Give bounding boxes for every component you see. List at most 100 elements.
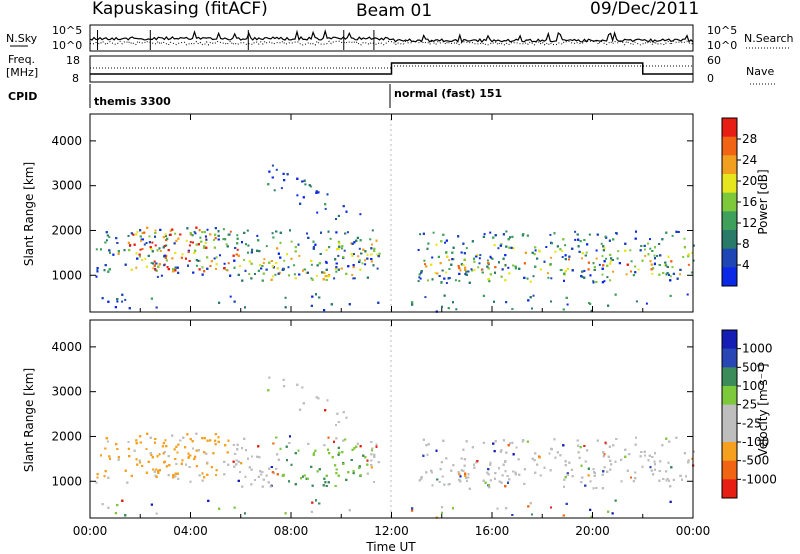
heatmap-cell	[203, 246, 205, 249]
heatmap-cell	[499, 244, 502, 247]
nave-label: Nave	[746, 65, 774, 78]
heatmap-cell	[311, 278, 314, 281]
heatmap-cell	[241, 447, 243, 450]
heatmap-cell	[556, 451, 559, 454]
heatmap-cell	[164, 257, 167, 259]
heatmap-cell	[357, 255, 360, 258]
heatmap-cell	[377, 301, 380, 304]
heatmap-cell	[337, 254, 340, 257]
heatmap-cell	[342, 439, 345, 442]
heatmap-cell	[318, 296, 321, 299]
heatmap-cell	[267, 389, 270, 392]
heatmap-cell	[177, 237, 180, 240]
heatmap-cell	[512, 470, 515, 473]
heatmap-cell	[117, 456, 120, 459]
heatmap-cell	[658, 479, 661, 482]
y-tick-label: 3000	[51, 385, 82, 399]
heatmap-cell	[691, 251, 694, 254]
heatmap-cell	[683, 246, 686, 249]
heatmap-cell	[169, 229, 172, 232]
heatmap-cell	[601, 273, 604, 276]
heatmap-cell	[370, 466, 373, 469]
heatmap-cell	[618, 262, 621, 265]
heatmap-cell	[130, 268, 133, 271]
heatmap-cell	[595, 257, 598, 260]
heatmap-cell	[124, 263, 127, 266]
heatmap-cell	[487, 278, 490, 281]
heatmap-cell	[668, 479, 670, 482]
colorbar-tick-label: 500	[742, 360, 765, 374]
heatmap-cell	[369, 238, 372, 241]
heatmap-cell	[188, 244, 191, 247]
heatmap-cell	[214, 237, 217, 240]
heatmap-cell	[274, 273, 277, 276]
heatmap-cell	[364, 259, 366, 262]
heatmap-cell	[436, 272, 439, 275]
heatmap-cell	[607, 510, 610, 513]
heatmap-cell	[299, 408, 302, 411]
heatmap-cell	[564, 258, 567, 261]
heatmap-cell	[140, 238, 143, 241]
heatmap-cell	[378, 252, 381, 255]
heatmap-cell	[443, 483, 446, 486]
heatmap-cell	[602, 245, 605, 248]
heatmap-cell	[550, 242, 553, 245]
heatmap-cell	[219, 254, 221, 257]
heatmap-cell	[578, 250, 581, 253]
heatmap-cell	[316, 470, 319, 473]
heatmap-cell	[420, 476, 423, 478]
heatmap-cell	[279, 241, 282, 244]
heatmap-cell	[438, 481, 441, 483]
heatmap-cell	[333, 277, 336, 280]
heatmap-cell	[147, 460, 150, 463]
heatmap-cell	[593, 475, 596, 477]
heatmap-cell	[284, 296, 287, 299]
heatmap-cell	[517, 458, 520, 461]
heatmap-cell	[500, 275, 503, 278]
heatmap-cell	[445, 271, 448, 274]
heatmap-cell	[464, 273, 467, 275]
heatmap-cell	[504, 254, 507, 257]
heatmap-cell	[489, 231, 492, 234]
heatmap-cell	[445, 457, 448, 460]
heatmap-cell	[215, 469, 218, 472]
heatmap-cell	[161, 445, 164, 448]
heatmap-cell	[532, 294, 535, 297]
nave-tick-top: 60	[707, 54, 721, 67]
heatmap-cell	[425, 265, 428, 268]
heatmap-cell	[174, 472, 177, 475]
heatmap-cell	[340, 247, 343, 250]
heatmap-cell	[257, 269, 260, 272]
heatmap-cell	[420, 270, 423, 272]
heatmap-cell	[311, 295, 314, 298]
heatmap-cell	[250, 277, 253, 280]
heatmap-cell	[258, 250, 261, 253]
heatmap-cell	[320, 231, 322, 234]
heatmap-cell	[323, 477, 326, 480]
heatmap-cell	[681, 478, 683, 481]
heatmap-cell	[603, 260, 606, 263]
heatmap-cell	[373, 247, 376, 250]
heatmap-cell	[632, 480, 635, 483]
heatmap-cell	[167, 455, 170, 458]
heatmap-cell	[297, 449, 300, 452]
heatmap-cell	[459, 269, 462, 272]
heatmap-cell	[471, 240, 474, 243]
heatmap-cell	[270, 260, 273, 262]
noise-panel: N.Sky 10^5 10^0 10^5 10^0 N.Search	[6, 24, 794, 52]
heatmap-cell	[306, 232, 308, 235]
heatmap-cell	[303, 474, 306, 477]
heatmap-cell	[448, 277, 451, 279]
heatmap-cell	[100, 248, 102, 251]
heatmap-cell	[163, 254, 166, 257]
heatmap-cell	[523, 482, 526, 485]
heatmap-cell	[411, 509, 414, 512]
heatmap-cell	[176, 451, 179, 454]
heatmap-cell	[281, 474, 284, 477]
heatmap-cell	[327, 230, 330, 233]
cpid-segment-1: themis 3300	[94, 95, 171, 108]
heatmap-cell	[424, 296, 427, 299]
heatmap-cell	[651, 456, 654, 458]
freq-unit-label: [MHz]	[6, 66, 38, 79]
heatmap-cell	[350, 253, 353, 255]
